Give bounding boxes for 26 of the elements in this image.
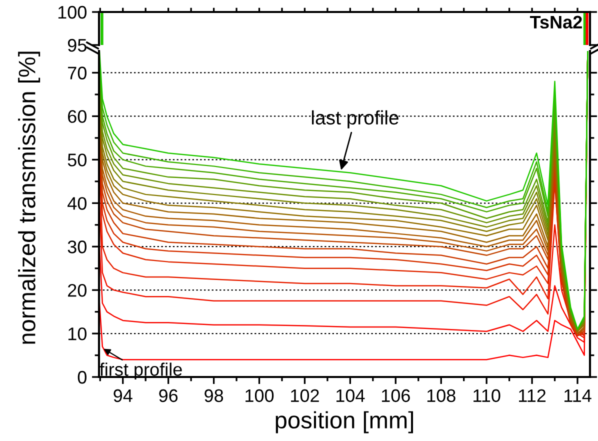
annotation: last profile [312, 110, 398, 128]
y-tick-label: 40 [68, 197, 86, 210]
x-tick-label: 100 [246, 389, 274, 402]
y-tick-label: 70 [68, 66, 86, 80]
x-tick-label: 106 [382, 389, 410, 402]
x-axis-title: position [mm] [276, 411, 414, 434]
x-tick-label: 108 [427, 389, 456, 402]
x-tick-label: 104 [336, 389, 365, 402]
y-tick-label: 20 [68, 284, 86, 297]
x-tick-label: 112 [519, 389, 546, 402]
y-tick-label: 50 [68, 154, 86, 166]
x-tick-label: 94 [114, 389, 132, 402]
x-tick-label: 114 [564, 389, 592, 402]
y-axis-title: normalized transmission [%] [18, 52, 40, 344]
annotation: first profile [100, 362, 182, 380]
y-tick-label: 10 [68, 327, 86, 340]
annotation: TsNa2 [530, 16, 582, 29]
y-tick-label: 0 [78, 370, 86, 384]
x-tick-label: 98 [204, 389, 224, 402]
y-tick-label: 60 [68, 110, 86, 123]
x-tick-label: 96 [159, 389, 178, 402]
y-tick-label: 95 [68, 38, 86, 52]
x-tick-label: 110 [474, 389, 500, 402]
x-tick-label: 102 [291, 389, 319, 402]
y-tick-label: 100 [58, 6, 86, 19]
y-tick-label: 30 [68, 240, 86, 254]
